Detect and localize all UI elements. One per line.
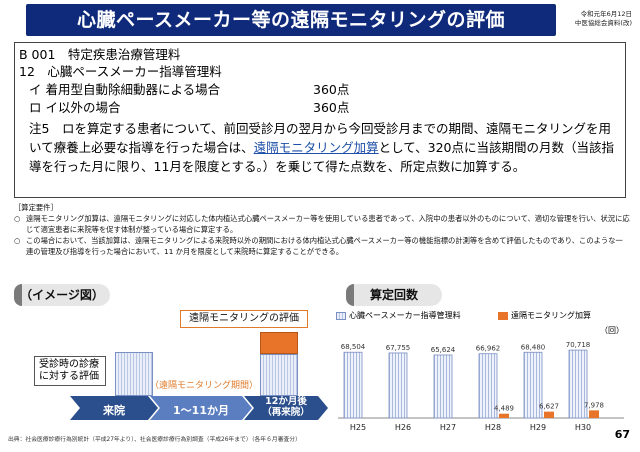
meta-date: 令和元年6月12日 [580,10,632,18]
label-pacemaker-H26: 67,755 [386,344,411,352]
bar-remote-H29 [544,411,554,418]
legend-label-remote: 遠隔モニタリング加算 [511,311,591,320]
document-meta: 令和元年6月12日 中医協総会資料(改) [575,10,632,28]
revisit-evaluation-bar [260,354,298,396]
bar-pacemaker-H29 [523,351,543,419]
label-remote-H30: 7,978 [584,401,604,409]
chart-panel-label: 算定回数 [346,284,442,306]
arrow-revisit-line2: （再来院） [262,407,310,418]
legend-swatch-remote [498,312,508,320]
category-label-H25: H25 [350,423,366,432]
chart-canvas: 68,504 H25 67,755 H26 65,624 H27 66,962 4,489 H2… [338,341,624,432]
requirement-item: ○ この場合において、当該加算は、遠隔モニタリングによる来院時以外の期間における… [14,235,630,257]
arrow-visit [70,396,158,420]
timeline-arrows [70,396,328,420]
legend-swatch-pacemaker [336,312,346,320]
source-note: 出典：社会医療診療行為別統計（平成27年より）、社会医療診療行為別調査（平成26… [8,437,301,443]
label-pacemaker-H25: 68,504 [341,343,366,351]
label-pacemaker-H30: 70,718 [566,341,591,349]
label-remote-H28: 4,489 [494,405,514,413]
label-pacemaker-H29: 68,480 [521,343,546,351]
note-text-suffix: として、320点に当該期間の月数（当該指導を行った月に限り、11月を限度とする。… [29,140,615,174]
bar-pacemaker-H25 [343,351,363,419]
header: 心臓ペースメーカー等の遠隔モニタリングの評価 令和元年6月12日 中医協総会資料… [0,0,640,40]
requirement-text: 遠隔モニタリング加算は、遠隔モニタリングに対応した体内植込式心臓ペースメーカー等… [26,214,630,234]
image-diagram: 受診時の診療に対する評価 遠隔モニタリングの評価 （遠隔モニタリング期間） 来院… [0,300,340,440]
rule-item-i-label: イ 着用型自動除細動器による場合 [29,82,221,97]
arrow-period [150,396,252,420]
rule-item-ro-label: ロ イ以外の場合 [29,100,121,115]
requirement-marker: ○ [14,236,21,245]
category-label-H29: H29 [530,423,546,432]
arrow-period-label: 1～11か月 [173,404,229,417]
remote-evaluation-box: 遠隔モニタリングの評価 [180,310,308,328]
page-title: 心臓ペースメーカー等の遠隔モニタリングの評価 [76,9,506,31]
bar-pacemaker-H28 [478,353,498,419]
bar-remote-H30 [589,410,599,418]
label-pacemaker-H27: 65,624 [431,346,456,354]
requirement-item: ○ 遠隔モニタリング加算は、遠隔モニタリングに対応した体内植込式心臓ペースメーカ… [14,213,630,235]
arrow-revisit [244,396,328,420]
visit-evaluation-bar [115,352,153,396]
category-label-H28: H28 [485,423,501,432]
requirements-heading: ［算定要件］ [14,203,58,212]
meta-source: 中医協総会資料(改) [574,19,632,27]
rule-item-i-points: 360点 [313,82,350,97]
fee-rule-box: B 001 特定疾患治療管理料 12 心臓ペースメーカー指導管理料 イ 着用型自… [14,42,626,198]
image-diagram-label: （イメージ図） [14,284,110,306]
legend-label-pacemaker: 心臓ペースメーカー指導管理料 [349,311,461,320]
note-text-prefix: 注5 ロを算定する患者について、前回受診月の翌月から今回受診月までの期間、遠隔モ… [29,121,611,155]
monitoring-period-label: （遠隔モニタリング期間） [150,381,259,391]
count-chart: 心臓ペースメーカー指導管理料 遠隔モニタリング加算 （回） 68,504 H25 6… [332,300,632,440]
category-label-H27: H27 [440,423,456,432]
page-number: 67 [614,428,630,441]
bar-pacemaker-H26 [388,352,408,419]
rule-line-12: 12 心臓ペースメーカー指導管理料 [19,64,222,79]
bar-pacemaker-H30 [568,349,588,419]
arrow-revisit-label: 12か月後 （再来院） [254,396,318,418]
chart-unit: （回） [600,326,624,335]
label-remote-H29: 6,627 [539,403,559,411]
rule-line-b001: B 001 特定疾患治療管理料 [19,47,181,62]
bar-pacemaker-H27 [433,354,453,419]
visit-evaluation-box: 受診時の診療に対する評価 [34,356,106,386]
calculation-requirements: ［算定要件］ ○ 遠隔モニタリング加算は、遠隔モニタリングに対応した体内植込式心… [14,202,630,257]
arrow-visit-label: 来院 [103,404,125,417]
title-bar [26,4,556,36]
requirement-text: この場合において、当該加算は、遠隔モニタリングによる来院時以外の期間における体内… [26,236,623,256]
category-label-H26: H26 [395,423,411,432]
remote-monitoring-addition-link[interactable]: 遠隔モニタリング加算 [253,140,379,155]
bar-remote-H28 [499,413,509,418]
requirement-marker: ○ [14,214,21,223]
rule-item-ro-points: 360点 [313,100,350,115]
label-pacemaker-H28: 66,962 [476,345,501,353]
category-label-H30: H30 [575,423,591,432]
remote-monitoring-bar [260,332,298,354]
arrow-revisit-line1: 12か月後 [265,396,307,407]
rule-note-5: 注5 ロを算定する患者について、前回受診月の翌月から今回受診月までの期間、遠隔モ… [29,119,617,176]
